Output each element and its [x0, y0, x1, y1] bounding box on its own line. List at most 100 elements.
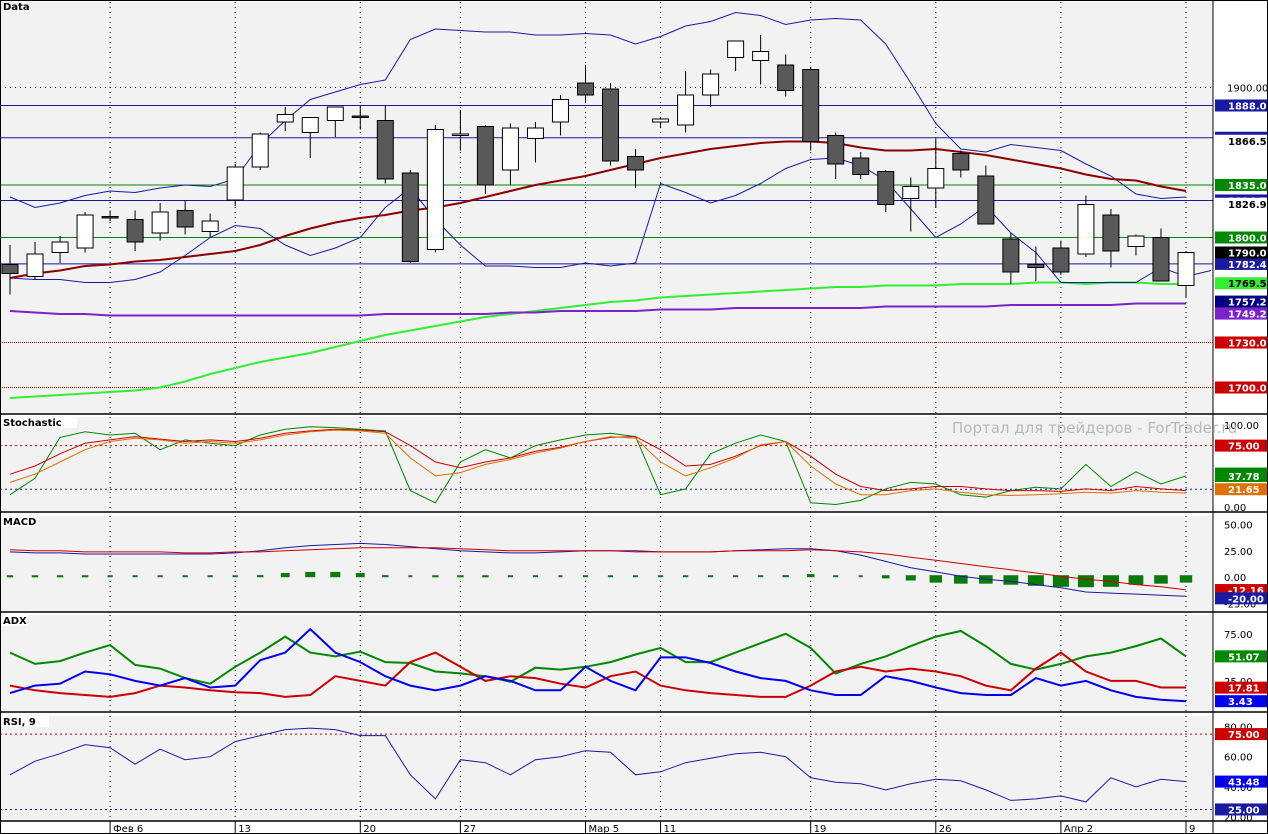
price-tag-label: 1769.51: [1228, 279, 1268, 290]
candle-body: [852, 157, 870, 175]
candle-body: [251, 133, 269, 168]
level-tag: [1215, 257, 1267, 270]
candle-body: [927, 168, 945, 189]
candle-body: [551, 99, 569, 123]
candle-body: [426, 129, 444, 250]
macd-histogram-bar: [432, 575, 439, 578]
candle-body: [902, 186, 920, 199]
candle-body: [401, 172, 419, 262]
macd-histogram-bar: [382, 575, 389, 578]
x-tick-label: 27: [463, 824, 476, 834]
macd-histogram-bar: [280, 573, 290, 578]
macd-histogram-bar: [1179, 575, 1193, 583]
macd-histogram-bar: [954, 575, 968, 584]
value-tag-label: 37.78: [1228, 472, 1260, 483]
y-tick-label: 0.00: [1224, 573, 1246, 584]
candle-body: [101, 216, 119, 219]
candle-body: [627, 156, 645, 171]
candle-body: [1127, 235, 1145, 247]
value-tag: [1215, 439, 1267, 452]
price-tag-label: 1790.00: [1228, 249, 1268, 260]
indicator-line: [9, 629, 1187, 685]
candle-body: [301, 117, 319, 133]
candle-body: [351, 115, 369, 118]
macd-histogram-bar: [682, 575, 689, 578]
y-tick-label: 50.00: [1224, 520, 1253, 531]
macd-histogram-bar: [782, 575, 789, 578]
value-tag: [1215, 695, 1267, 708]
macd-histogram-bar: [632, 575, 639, 578]
candle-body: [226, 166, 244, 201]
price-tag: [1215, 277, 1267, 290]
x-tick-label: 20: [363, 824, 376, 834]
macd-histogram-bar: [81, 575, 89, 578]
macd-histogram-bar: [257, 575, 264, 578]
value-tag-label: -20.00: [1228, 594, 1264, 605]
value-tag-label: 17.81: [1228, 684, 1260, 695]
macd-histogram-bar: [31, 575, 39, 578]
value-tag: [1215, 470, 1267, 483]
y-tick-label: 40.00: [1224, 783, 1253, 794]
macd-histogram-bar: [6, 575, 14, 578]
macd-histogram-bar: [207, 575, 213, 578]
macd-histogram-bar: [905, 575, 916, 581]
macd-histogram-bar: [482, 575, 489, 578]
macd-histogram-bar: [1128, 575, 1144, 585]
candle-body: [802, 69, 820, 142]
moving-average-dark-red: [9, 140, 1187, 279]
panel-title-box: [1, 716, 49, 727]
candle-body: [977, 175, 995, 225]
y-tick-label: 75.00: [1224, 630, 1253, 641]
candle-body: [1177, 252, 1195, 286]
macd-histogram-bar: [107, 575, 113, 578]
level-tag-label: 1888.00: [1228, 102, 1268, 113]
price-tag: [1215, 295, 1267, 308]
x-tick-label: 26: [939, 824, 952, 834]
candle-body: [727, 40, 745, 58]
candle-body: [1027, 264, 1045, 268]
y-tick-label: -25.00: [1224, 600, 1256, 611]
macd-histogram-bar: [582, 575, 589, 578]
candle-body: [752, 51, 770, 61]
candle-body: [501, 127, 519, 171]
candle-body: [1102, 214, 1120, 252]
macd-histogram-bar: [355, 573, 365, 578]
panel-rsi: RSI, 9 80.00 60.00 40.00 20.00 75.00 43.48 25.0…: [0, 716, 1268, 824]
price-tag: [1215, 246, 1267, 259]
panel-macd: MACD 50.00 25.00 0.00 -25.00 -12.16-20.00: [0, 516, 1268, 613]
candle-body: [26, 253, 44, 277]
candle-body: [1002, 238, 1020, 273]
value-tag: [1215, 592, 1267, 605]
indicator-line: [9, 651, 1186, 698]
candle-body: [952, 153, 970, 171]
candle-body: [276, 114, 294, 123]
indicator-line: [9, 627, 1187, 703]
candle-body: [76, 214, 94, 249]
price-tag-label: 1757.27: [1228, 298, 1268, 309]
macd-histogram-bar: [733, 575, 739, 578]
macd-histogram-bar: [858, 575, 863, 578]
macd-histogram-bar: [657, 575, 664, 578]
macd-histogram-bar: [56, 575, 64, 578]
macd-histogram-bar: [1052, 575, 1069, 587]
level-tag: [1215, 99, 1267, 112]
y-tick-label: 25.00: [1224, 547, 1253, 558]
moving-average-green: [9, 281, 1186, 399]
level-tag: [1215, 381, 1267, 394]
value-tag-label: -12.16: [1228, 586, 1264, 597]
macd-histogram-bar: [607, 575, 614, 578]
price-tag: [1215, 134, 1267, 147]
macd-histogram-bar: [806, 574, 815, 578]
candle-body: [126, 219, 144, 243]
value-tag-label: 43.48: [1228, 778, 1260, 789]
candle-body: [677, 94, 695, 126]
level-tag: [1215, 336, 1267, 349]
macd-histogram-bar: [1154, 575, 1168, 584]
value-tag-label: 25.00: [1228, 805, 1260, 816]
moving-average-purple: [9, 302, 1186, 317]
candle-body: [326, 106, 344, 121]
plot-area: [0, 716, 1213, 820]
